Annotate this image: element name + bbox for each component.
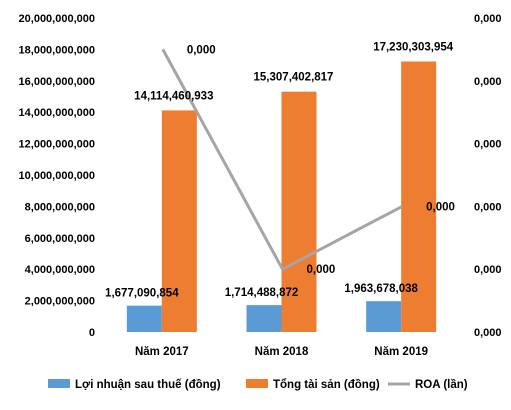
bar-tong-tai-san [161,110,197,333]
bar-data-label: 17,230,303,954 [373,41,454,53]
y-tick-label: 8,000,000,000 [25,201,95,213]
line-data-label: 0,000 [307,264,336,276]
y-tick-label: 0 [89,327,95,339]
x-tick-label: Năm 2018 [255,346,309,358]
x-tick-label: Năm 2019 [374,346,428,358]
y2-tick-label: 0,000 [474,327,502,339]
bar-loi-nhuan [126,305,162,332]
y-tick-label: 6,000,000,000 [25,233,95,245]
bar-tong-tai-san [281,91,317,333]
legend-label: Lợi nhuận sau thuế (đồng) [75,379,221,391]
y-tick-label: 12,000,000,000 [19,139,95,151]
y2-tick-label: 0,000 [474,264,502,276]
legend-swatch [48,379,70,388]
line-data-label: 0,000 [426,201,455,213]
bars [126,61,437,333]
legend-label: Tổng tài sản (đồng) [273,379,380,391]
bar-loi-nhuan [246,305,282,332]
y-tick-label: 14,000,000,000 [19,107,95,119]
y-tick-label: 4,000,000,000 [25,264,95,276]
category-labels: Năm 2017 Năm 2018 Năm 2019 [135,346,428,358]
bar-tong-tai-san [401,61,437,333]
y-tick-label: 18,000,000,000 [19,44,95,56]
line-data-label: 0,000 [187,44,216,56]
left-axis: 0 2,000,000,000 4,000,000,000 6,000,000,000… [19,13,95,339]
legend-label: ROA (lần) [415,379,468,391]
data-labels: 1,677,090,854 1,714,488,872 1,963,678,038 1… [105,41,455,299]
y-tick-label: 2,000,000,000 [25,296,95,308]
y-tick-label: 20,000,000,000 [19,13,95,25]
legend-swatch [246,379,268,388]
y2-tick-label: 0,000 [474,76,502,88]
y2-tick-label: 0,000 [474,139,502,151]
roa-series-line [161,48,403,271]
bar-data-label: 1,714,488,872 [225,287,299,299]
legend: Lợi nhuận sau thuế (đồng) Tổng tài sản (đ… [48,379,468,391]
roa-line [161,48,403,271]
bar-data-label: 15,307,402,817 [254,72,334,84]
x-tick-label: Năm 2017 [135,346,189,358]
bar-data-label: 1,677,090,854 [105,288,179,300]
bar-data-label: 1,963,678,038 [344,283,418,295]
right-axis: 0,000 0,000 0,000 0,000 0,000 0,000 [474,13,502,339]
bar-loi-nhuan [366,301,402,332]
y-tick-label: 10,000,000,000 [19,170,95,182]
y-tick-label: 16,000,000,000 [19,76,95,88]
y2-tick-label: 0,000 [474,201,502,213]
y2-tick-label: 0,000 [474,13,502,25]
bar-data-label: 14,114,460,933 [134,90,213,102]
